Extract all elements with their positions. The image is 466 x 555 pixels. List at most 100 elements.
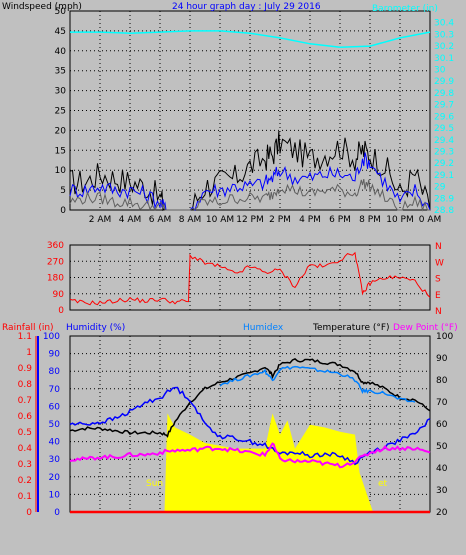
- windspeed-tick-label: 35: [55, 67, 66, 77]
- barometer-tick-label: 30.1: [434, 54, 454, 64]
- time-tick-label: 0 AM: [419, 215, 442, 225]
- temperature-tick-label: 80: [436, 376, 448, 386]
- time-tick-label: 4 PM: [299, 215, 321, 225]
- temperature-humidity-panel: 0 0.1 0.2 0.3 0.4 0.5 0.6 0.7 0.8 0.9 1 1.1 0 10 20 30 4…: [18, 332, 454, 518]
- low-wind-line: [69, 178, 430, 212]
- temperature-tick-label: 40: [436, 464, 448, 474]
- direction-tick-label: 180: [47, 274, 64, 284]
- rainfall-tick-label: 0.1: [18, 492, 32, 502]
- windspeed-tick-label: 10: [55, 166, 67, 176]
- wind-direction-line: [69, 251, 431, 306]
- sunrise-annotation: Sun: [146, 479, 163, 489]
- direction-tick-label: 270: [47, 257, 64, 267]
- windspeed-axis-label: Windspeed (mph): [2, 2, 82, 12]
- time-tick-label: 6 PM: [329, 215, 351, 225]
- barometer-tick-label: 28.9: [434, 194, 454, 204]
- time-tick-label: 12 PM: [236, 215, 264, 225]
- compass-tick-label: W: [435, 258, 444, 268]
- rainfall-tick-label: 0.9: [18, 364, 33, 374]
- temperature-tick-label: 30: [436, 486, 448, 496]
- rainfall-tick-label: 0.6: [18, 412, 33, 422]
- windspeed-tick-label: 25: [55, 107, 66, 117]
- barometer-tick-label: 29.5: [434, 124, 454, 134]
- time-tick-label: 8 AM: [179, 215, 202, 225]
- barometer-tick-label: 29.3: [434, 147, 454, 157]
- sunshine-area: [70, 413, 430, 512]
- barometer-tick-label: 28.8: [434, 206, 454, 216]
- windspeed-tick-label: 15: [55, 146, 66, 156]
- sunset-annotation: et: [378, 479, 388, 489]
- gust-wind-line: [69, 131, 431, 212]
- windspeed-tick-label: 40: [55, 47, 67, 57]
- avg-wind-line: [69, 152, 431, 211]
- humidity-tick-label: 100: [43, 332, 60, 342]
- temperature-tick-label: 20: [436, 508, 448, 518]
- rainfall-tick-label: 0.8: [18, 380, 33, 390]
- time-tick-label: 10 PM: [386, 215, 414, 225]
- humidity-tick-label: 90: [49, 350, 61, 360]
- compass-tick-label: S: [435, 275, 441, 285]
- humidity-line: [69, 386, 431, 466]
- humidity-tick-label: 80: [49, 367, 61, 377]
- rainfall-tick-label: 0.7: [18, 396, 32, 406]
- time-tick-label: 4 AM: [119, 215, 142, 225]
- temperature-tick-label: 100: [436, 332, 453, 342]
- time-tick-label: 10 AM: [206, 215, 234, 225]
- humidity-tick-label: 10: [49, 490, 61, 500]
- time-tick-label: 8 PM: [359, 215, 381, 225]
- compass-tick-label: N: [435, 307, 442, 317]
- barometer-tick-label: 30.3: [434, 30, 454, 40]
- chart-title: 24 hour graph day : July 29 2016: [172, 2, 321, 12]
- humidity-tick-label: 40: [49, 438, 61, 448]
- barometer-tick-label: 29.1: [434, 171, 454, 181]
- temperature-tick-label: 50: [436, 442, 448, 452]
- wind-barometer-panel: 0 5 10 15 20 25 30 35 40 45 50 28.8 28.929 29.1 29.2 29…: [55, 7, 455, 225]
- barometer-tick-label: 29.7: [434, 101, 454, 111]
- humidex-line: [219, 365, 416, 403]
- rainfall-tick-label: 0: [26, 508, 32, 518]
- time-tick-label: 2 AM: [89, 215, 112, 225]
- barometer-tick-label: 29: [434, 183, 446, 193]
- barometer-axis-label: Barometer (in): [372, 4, 438, 14]
- humidity-tick-label: 60: [49, 402, 61, 412]
- barometer-tick-label: 29.8: [434, 89, 454, 99]
- humidity-tick-label: 30: [49, 455, 61, 465]
- temperature-tick-label: 70: [436, 398, 448, 408]
- windspeed-tick-label: 0: [60, 206, 66, 216]
- humidity-tick-label: 20: [49, 473, 61, 483]
- rainfall-tick-label: 1: [26, 348, 32, 358]
- temperature-legend: Temperature (°F): [312, 323, 390, 333]
- barometer-tick-label: 30.4: [434, 19, 454, 29]
- direction-tick-label: 0: [58, 306, 64, 316]
- temperature-tick-label: 60: [436, 420, 448, 430]
- rainfall-tick-label: 0.3: [18, 460, 32, 470]
- direction-tick-label: 360: [47, 241, 64, 251]
- time-tick-label: 6 AM: [149, 215, 172, 225]
- barometer-tick-label: 29.6: [434, 112, 454, 122]
- windspeed-tick-label: 30: [55, 87, 67, 97]
- rainfall-axis-label: Rainfall (in): [2, 323, 54, 333]
- rainfall-tick-label: 1.1: [18, 332, 32, 342]
- barometer-tick-label: 29.9: [434, 77, 454, 87]
- compass-tick-label: N: [435, 242, 442, 252]
- windspeed-tick-label: 45: [55, 27, 66, 37]
- barometer-tick-label: 30.2: [434, 42, 454, 52]
- dewpoint-legend: Dew Point (°F): [393, 323, 458, 333]
- windspeed-tick-label: 20: [55, 126, 67, 136]
- rainfall-tick-label: 0.5: [18, 428, 32, 438]
- barometer-tick-label: 29.2: [434, 159, 454, 169]
- humidity-axis-label: Humidity (%): [66, 323, 125, 333]
- barometer-tick-label: 30: [434, 66, 446, 76]
- temperature-tick-label: 90: [436, 354, 448, 364]
- compass-tick-label: E: [435, 291, 441, 301]
- dew-line: [69, 442, 431, 469]
- humidex-legend: Humidex: [243, 323, 284, 333]
- barometer-tick-label: 29.4: [434, 136, 454, 146]
- humidity-tick-label: 70: [49, 385, 61, 395]
- temperature-line: [69, 358, 431, 438]
- humidity-tick-label: 50: [49, 420, 61, 430]
- rainfall-tick-label: 0.4: [18, 444, 33, 454]
- rainfall-tick-label: 0.2: [18, 476, 32, 486]
